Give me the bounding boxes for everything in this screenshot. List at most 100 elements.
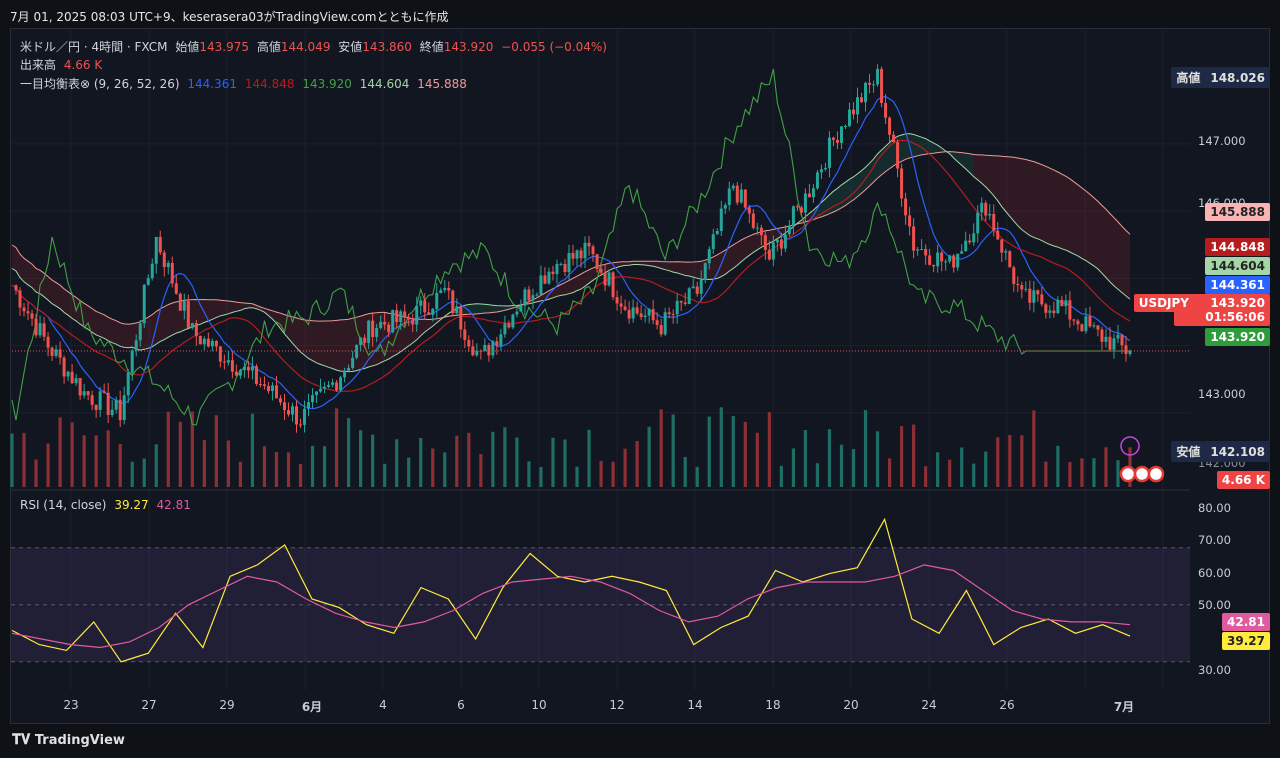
cloud-area	[717, 236, 750, 279]
candle-body	[106, 392, 110, 415]
event-icon	[1147, 465, 1165, 483]
pane-marks	[1119, 436, 1165, 483]
candle-body	[395, 310, 399, 322]
volume-bar	[238, 461, 243, 487]
candle-body	[711, 234, 715, 250]
candle-body	[655, 320, 659, 326]
candle-body	[755, 227, 759, 229]
cloud-area	[909, 133, 942, 158]
candle-body	[1020, 285, 1024, 290]
candle-body	[210, 340, 214, 347]
candle-body	[170, 262, 174, 284]
candle-body	[439, 290, 443, 293]
candle-body	[743, 189, 747, 208]
volume-bar	[419, 438, 423, 487]
candle-body	[687, 288, 691, 304]
candle-body	[847, 109, 851, 126]
candle-body	[831, 137, 835, 140]
volume-bar	[262, 446, 267, 487]
candle-body	[988, 214, 992, 216]
rsi-label[interactable]: RSI (14, close)	[20, 498, 107, 512]
volume-legend: 出来高 4.66 K	[20, 56, 106, 73]
candle-body	[507, 323, 511, 328]
ichimoku-label[interactable]: 一目均衡表⊗ (9, 26, 52, 26)	[20, 77, 180, 91]
candle-body	[154, 236, 158, 264]
volume-bar	[839, 444, 844, 487]
candle-body	[130, 350, 134, 373]
candle-body	[1004, 251, 1008, 253]
volume-bar	[334, 408, 339, 487]
volume-label[interactable]: 出来高	[20, 58, 57, 72]
rsi-band	[11, 547, 1190, 662]
cloud-area	[941, 148, 974, 177]
candle-body	[563, 263, 567, 273]
candle-body	[1044, 304, 1048, 313]
close-value: 143.920	[443, 40, 494, 54]
candle-body	[266, 386, 270, 392]
span-a-badge: 144.604	[1205, 257, 1270, 275]
candle-body	[18, 290, 22, 308]
volume-bar	[875, 431, 880, 487]
candle-body	[487, 344, 491, 356]
candle-body	[599, 268, 603, 273]
candle-body	[1024, 288, 1028, 290]
ichimoku-kijun: 144.848	[244, 77, 295, 91]
tradingview-logo-text: TradingView	[34, 733, 125, 748]
candles	[14, 64, 1132, 433]
candle-body	[1084, 316, 1088, 332]
candle-body	[463, 329, 467, 341]
x-tick-label: 4	[379, 698, 387, 712]
candle-body	[968, 240, 972, 243]
candle-body	[767, 249, 771, 260]
volume-bar	[298, 463, 303, 487]
candle-body	[122, 395, 126, 421]
volume-bar	[996, 437, 1000, 487]
cloud-area	[877, 133, 910, 179]
volume-bar	[587, 429, 591, 487]
candle-body	[174, 283, 178, 294]
volume-bar	[407, 457, 411, 487]
candle-body	[735, 185, 739, 203]
candle-body	[591, 246, 595, 255]
low-badge: 安値 142.108	[1171, 441, 1270, 462]
volume-bar	[455, 435, 459, 487]
candle-body	[1016, 283, 1020, 286]
candle-body	[843, 125, 847, 127]
candle-body	[763, 235, 767, 250]
candle-body	[775, 239, 779, 243]
candle-body	[856, 97, 860, 115]
candle-body	[699, 279, 703, 294]
volume-bar	[347, 418, 351, 487]
volume-bar	[515, 437, 519, 487]
cloud-area	[460, 303, 493, 315]
volume-bar	[695, 466, 699, 487]
candle-body	[868, 82, 872, 85]
candle-body	[723, 204, 727, 209]
volume-bar	[178, 421, 182, 487]
volume-bar	[491, 431, 495, 487]
volume-bar	[611, 461, 615, 487]
tradingview-logo[interactable]: 𝐓𝐕 TradingView	[12, 732, 125, 748]
cloud-area	[1005, 156, 1038, 239]
x-tick-label: 12	[609, 698, 625, 712]
symbol-badge[interactable]: USDJPY	[1133, 294, 1194, 312]
candle-body	[515, 311, 519, 315]
event-icon	[1133, 465, 1151, 483]
candle-body	[659, 325, 663, 335]
symbol-title[interactable]: 米ドル／円 · 4時間 · FXCM	[20, 40, 168, 54]
candle-body	[66, 371, 70, 377]
rsi-ma-badge: 42.81	[1222, 613, 1270, 631]
cloud-area	[108, 317, 141, 351]
volume-bar	[767, 412, 771, 487]
candle-body	[876, 68, 880, 85]
candle-body	[523, 289, 527, 306]
candle-body	[82, 391, 86, 396]
candle-body	[888, 117, 892, 135]
volume-bar	[563, 439, 567, 487]
candle-body	[74, 378, 78, 384]
candle-body	[707, 249, 711, 264]
candle-body	[964, 240, 968, 252]
volume-bar	[731, 416, 735, 487]
volume-value: 4.66 K	[63, 58, 103, 72]
